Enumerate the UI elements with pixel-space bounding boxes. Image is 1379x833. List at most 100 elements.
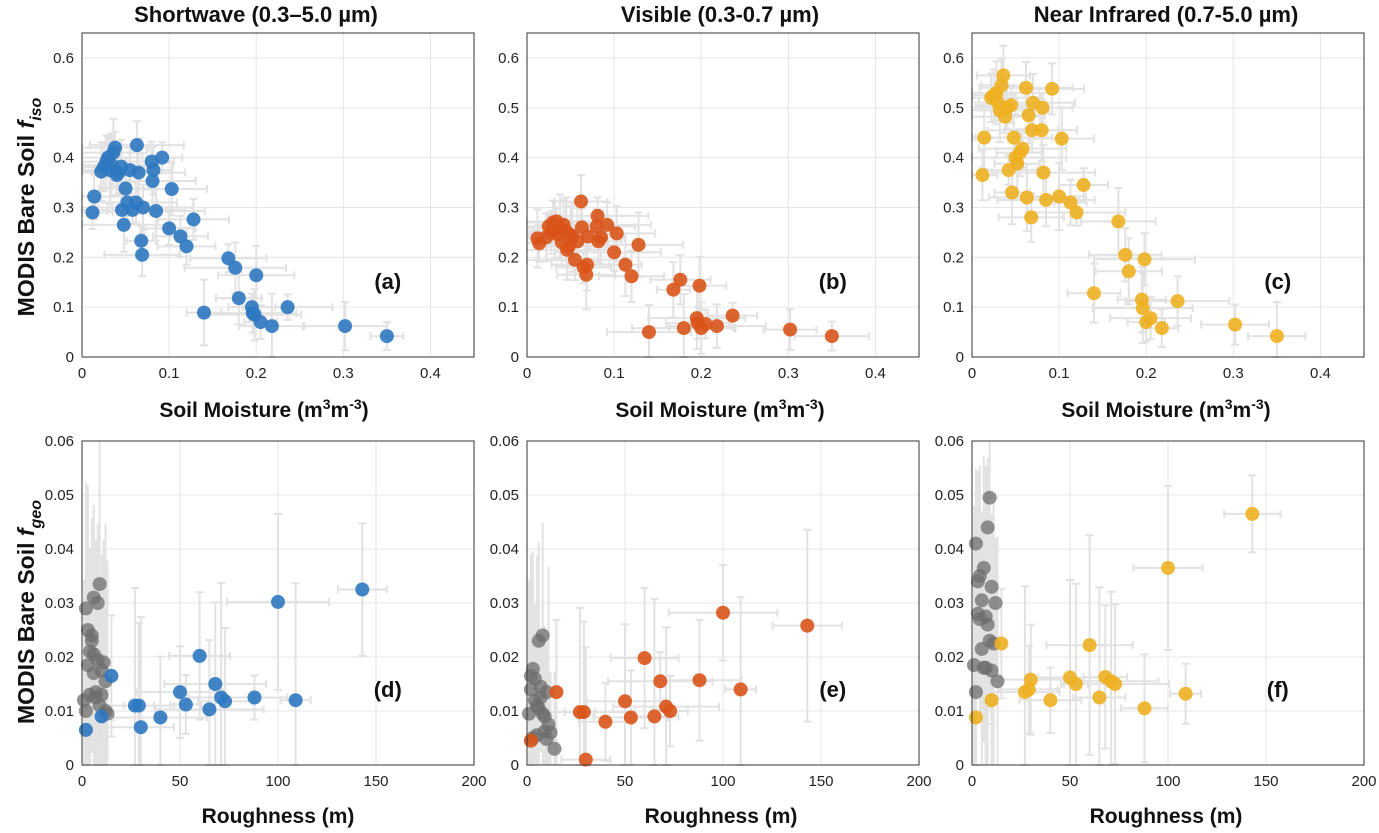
data-point xyxy=(574,194,589,209)
y-tick-label: 0 xyxy=(511,757,519,774)
data-point xyxy=(1121,264,1136,279)
data-point xyxy=(338,319,353,334)
data-point xyxy=(196,305,211,320)
x-tick-label: 50 xyxy=(1062,773,1079,790)
y-tick-label: 0.5 xyxy=(943,100,964,117)
data-point xyxy=(1118,247,1133,262)
panel-f: 0 50 100 150 200 0 0.01 0.02 0.03 0.04 0.05 0.06 (f) xyxy=(935,433,1377,790)
data-point xyxy=(253,315,268,330)
data-point xyxy=(975,168,990,183)
ylabel-bottom: MODIS Bare Soil fgeo xyxy=(13,500,45,724)
y-tick-label: 0.3 xyxy=(943,199,964,216)
y-tick-label: 0.05 xyxy=(490,487,519,504)
data-point xyxy=(118,181,133,196)
data-point xyxy=(1023,672,1038,687)
y-tick-label: 0.04 xyxy=(45,541,74,558)
data-point xyxy=(202,702,217,717)
data-point xyxy=(1108,677,1123,691)
x-tick-label: 150 xyxy=(808,773,833,790)
y-tick-label: 0.06 xyxy=(45,433,74,450)
data-point xyxy=(663,704,678,718)
grey-data-point xyxy=(988,596,1003,610)
x-tick-label: 200 xyxy=(1351,773,1376,790)
grey-data-point xyxy=(94,687,109,702)
data-point xyxy=(379,329,394,344)
data-point xyxy=(1228,317,1243,332)
panel-label: (c) xyxy=(1264,269,1291,294)
data-point xyxy=(85,205,100,220)
grey-data-point xyxy=(92,577,107,592)
grey-data-point xyxy=(547,741,562,756)
axes-box xyxy=(971,440,1365,766)
data-point xyxy=(1035,100,1050,115)
data-point xyxy=(134,233,149,248)
y-tick-label: 0.2 xyxy=(498,249,519,266)
y-tick-label: 0 xyxy=(956,757,964,774)
panel-c: 0 0.1 0.2 0.3 0.4 0 0.1 0.2 0.3 0.4 0.5 0.6 (c) xyxy=(943,32,1365,382)
data-point xyxy=(208,677,223,691)
data-point xyxy=(570,234,585,249)
data-point xyxy=(1143,311,1158,326)
panel-label: (e) xyxy=(819,677,846,702)
data-point xyxy=(824,329,839,344)
data-point xyxy=(1054,131,1069,146)
data-point xyxy=(618,694,632,709)
axes-box xyxy=(971,32,1365,358)
data-point xyxy=(1178,686,1193,701)
y-tick-label: 0.01 xyxy=(935,703,964,720)
grey-data-point xyxy=(90,596,105,610)
data-point xyxy=(692,673,707,688)
data-point xyxy=(618,257,633,272)
data-point xyxy=(653,674,668,689)
grey-data-point xyxy=(84,633,99,648)
data-point xyxy=(178,697,193,712)
y-tick-label: 0.1 xyxy=(943,299,964,316)
y-tick-label: 0.02 xyxy=(935,649,964,666)
data-point xyxy=(631,237,646,252)
data-point xyxy=(673,272,688,287)
data-point xyxy=(666,282,681,297)
panel-a: 0 0.1 0.2 0.3 0.4 0 0.1 0.2 0.3 0.4 0.5 0.6 (a) xyxy=(53,32,475,382)
x-tick-label: 50 xyxy=(617,773,634,790)
grey-data-point xyxy=(539,685,554,700)
x-tick-label: 50 xyxy=(172,773,189,790)
data-point xyxy=(1043,693,1058,708)
data-point xyxy=(192,648,207,663)
data-point xyxy=(1137,701,1152,716)
data-point xyxy=(1019,80,1034,95)
data-point xyxy=(676,321,691,336)
y-tick-label: 0.3 xyxy=(53,199,74,216)
data-point xyxy=(116,217,131,232)
grey-data-point xyxy=(990,674,1005,689)
data-point xyxy=(1111,214,1126,229)
data-point xyxy=(135,247,150,262)
panel-e: 0 50 100 150 200 0 0.01 0.02 0.03 0.04 0.05 0.06 (e) xyxy=(490,433,932,790)
grey-data-point xyxy=(980,520,995,535)
data-point xyxy=(129,138,144,153)
y-tick-label: 0 xyxy=(511,349,519,366)
data-point xyxy=(108,140,123,155)
data-point xyxy=(1052,189,1067,204)
y-tick-label: 0.6 xyxy=(498,50,519,67)
data-point xyxy=(623,710,638,725)
x-tick-label: 100 xyxy=(265,773,290,790)
data-point xyxy=(1269,329,1284,344)
data-point xyxy=(145,174,160,189)
data-point xyxy=(641,325,656,340)
x-tick-label: 0 xyxy=(523,365,531,382)
data-point xyxy=(1135,301,1150,316)
data-point xyxy=(218,694,233,709)
xlabel-b: Soil Moisture (m3m-3) xyxy=(615,396,824,422)
panel-b: 0 0.1 0.2 0.3 0.4 0 0.1 0.2 0.3 0.4 0.5 0.6 (b) xyxy=(498,32,920,382)
data-point xyxy=(590,208,605,223)
data-point xyxy=(994,636,1009,651)
data-point xyxy=(1076,178,1091,193)
xlabel-a: Soil Moisture (m3m-3) xyxy=(159,396,368,422)
grey-data-point xyxy=(974,593,989,608)
data-point xyxy=(280,300,295,315)
data-point xyxy=(149,203,164,218)
y-tick-label: 0.4 xyxy=(498,150,519,167)
data-point xyxy=(1006,130,1021,145)
grey-data-point xyxy=(980,617,995,632)
data-point xyxy=(609,226,624,241)
